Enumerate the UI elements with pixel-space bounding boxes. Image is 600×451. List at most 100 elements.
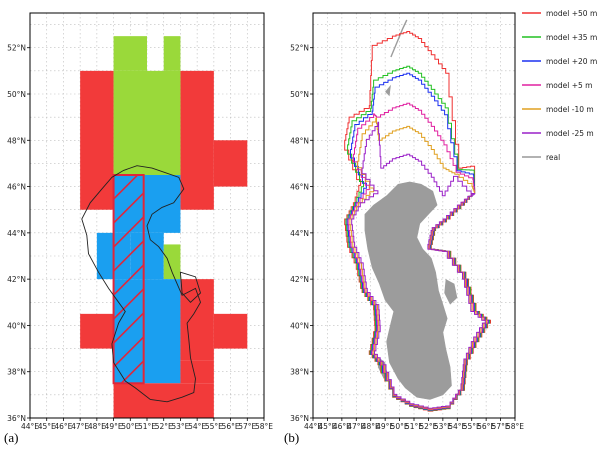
real-patch: [385, 84, 391, 97]
panel-a-label: (a): [4, 430, 18, 445]
panel-b-legend: model +50 m model +35 m model +20 m model +…: [522, 9, 597, 162]
grid-cell: [213, 313, 248, 349]
lat-tick-label: 48°N: [7, 136, 26, 145]
lon-tick-label: 54°E: [188, 422, 206, 431]
legend-entry: model +50 m: [522, 9, 597, 18]
lon-tick-label: 44°E: [304, 422, 322, 431]
lon-tick-label: 50°E: [391, 422, 409, 431]
grid-cell: [163, 244, 181, 280]
kara-bogaz-outline: [179, 271, 202, 303]
grid-cell: [113, 279, 181, 384]
legend-entry: model +5 m: [522, 81, 592, 90]
grid-cell: [180, 70, 214, 210]
lon-tick-label: 51°E: [138, 422, 156, 431]
panel-b-model-contours: [344, 31, 491, 412]
lat-tick-label: 46°N: [7, 183, 26, 192]
grid-cell: [130, 232, 164, 280]
lon-tick-label: 55°E: [205, 422, 223, 431]
grid-cell: [113, 383, 214, 418]
lon-tick-label: 53°E: [171, 422, 189, 431]
hatch-line: [113, 288, 144, 320]
legend-entry: model -25 m: [522, 129, 594, 138]
lat-tick-label: 44°N: [7, 229, 26, 238]
model-contour: [351, 121, 486, 409]
legend-entry: model -10 m: [522, 105, 594, 114]
grid-cell: [163, 36, 181, 71]
lon-tick-label: 52°E: [419, 422, 437, 431]
grid-cell: [180, 279, 214, 361]
legend-label: real: [546, 153, 560, 162]
lon-tick-label: 57°E: [492, 422, 510, 431]
lon-tick-label: 51°E: [405, 422, 423, 431]
legend-label: model -25 m: [546, 129, 594, 138]
lon-tick-label: 52°E: [155, 422, 173, 431]
legend-entry: model +20 m: [522, 57, 597, 66]
lat-tick-label: 40°N: [7, 321, 26, 330]
lon-tick-label: 47°E: [71, 422, 89, 431]
lat-tick-label: 38°N: [290, 368, 309, 377]
lat-tick-label: 36°N: [290, 414, 309, 423]
panel-b-axis-ticks: 36°N 38°N 40°N 42°N 44°N 46°N 48°N 50°N 52°N 44°E…: [290, 44, 524, 431]
hatch-line: [113, 264, 144, 296]
coastline: [81, 165, 201, 403]
panel-a-axis-ticks: 36°N 38°N 40°N 42°N 44°N 46°N 48°N 50°N 52°N 44°E…: [7, 44, 273, 431]
lat-tick-label: 38°N: [7, 368, 26, 377]
lat-tick-label: 52°N: [7, 44, 26, 53]
panel-a-map: 36°N 38°N 40°N 42°N 44°N 46°N 48°N 50°N 52°N 44°E…: [4, 12, 273, 445]
kara-bogaz-gol: [444, 279, 458, 305]
lat-tick-label: 36°N: [7, 414, 26, 423]
lon-tick-label: 48°E: [88, 422, 106, 431]
hatch-line: [113, 175, 139, 200]
panel-b-label: (b): [284, 430, 299, 445]
legend-label: model +50 m: [546, 9, 597, 18]
lon-tick-label: 48°E: [362, 422, 380, 431]
lon-tick-label: 57°E: [238, 422, 256, 431]
panel-a-grid-cells: [80, 36, 248, 418]
lon-tick-label: 55°E: [463, 422, 481, 431]
hatch-line: [113, 216, 144, 248]
lat-tick-label: 42°N: [290, 275, 309, 284]
grid-cell: [80, 313, 114, 349]
hatch-line: [113, 240, 144, 272]
lat-tick-label: 42°N: [7, 275, 26, 284]
hatch-line: [120, 360, 144, 384]
lon-tick-label: 47°E: [347, 422, 365, 431]
panel-a-coastline: [81, 165, 202, 403]
lon-tick-label: 54°E: [448, 422, 466, 431]
lat-tick-label: 40°N: [290, 321, 309, 330]
lon-tick-label: 45°E: [318, 422, 336, 431]
hatch-line: [113, 312, 144, 344]
hatch-line: [113, 192, 144, 224]
lon-tick-label: 56°E: [477, 422, 495, 431]
lon-tick-label: 56°E: [222, 422, 240, 431]
lat-tick-label: 44°N: [290, 229, 309, 238]
lon-tick-label: 45°E: [38, 422, 56, 431]
real-sea-area: [364, 181, 452, 400]
grid-cell: [213, 140, 248, 187]
lon-tick-label: 58°E: [255, 422, 273, 431]
real-river: [390, 19, 408, 58]
panel-b-real-sea: [364, 19, 458, 400]
legend-entry: model +35 m: [522, 33, 597, 42]
lon-tick-label: 58°E: [506, 422, 524, 431]
lat-tick-label: 52°N: [290, 44, 309, 53]
lon-tick-label: 49°E: [376, 422, 394, 431]
lat-tick-label: 48°N: [290, 136, 309, 145]
legend-label: model +35 m: [546, 33, 597, 42]
lon-tick-label: 46°E: [54, 422, 72, 431]
grid-cell: [180, 360, 214, 384]
lon-tick-label: 49°E: [105, 422, 123, 431]
grid-cell: [113, 70, 181, 175]
grid-cell: [113, 175, 181, 233]
lon-tick-label: 50°E: [121, 422, 139, 431]
lon-tick-label: 44°E: [21, 422, 39, 431]
legend-label: model +5 m: [546, 81, 592, 90]
legend-entry: real: [522, 153, 560, 162]
lon-tick-label: 53°E: [434, 422, 452, 431]
hatch-line: [113, 336, 144, 368]
grid-cell: [113, 36, 147, 71]
lat-tick-label: 50°N: [290, 90, 309, 99]
legend-label: model -10 m: [546, 105, 594, 114]
lat-tick-label: 50°N: [7, 90, 26, 99]
